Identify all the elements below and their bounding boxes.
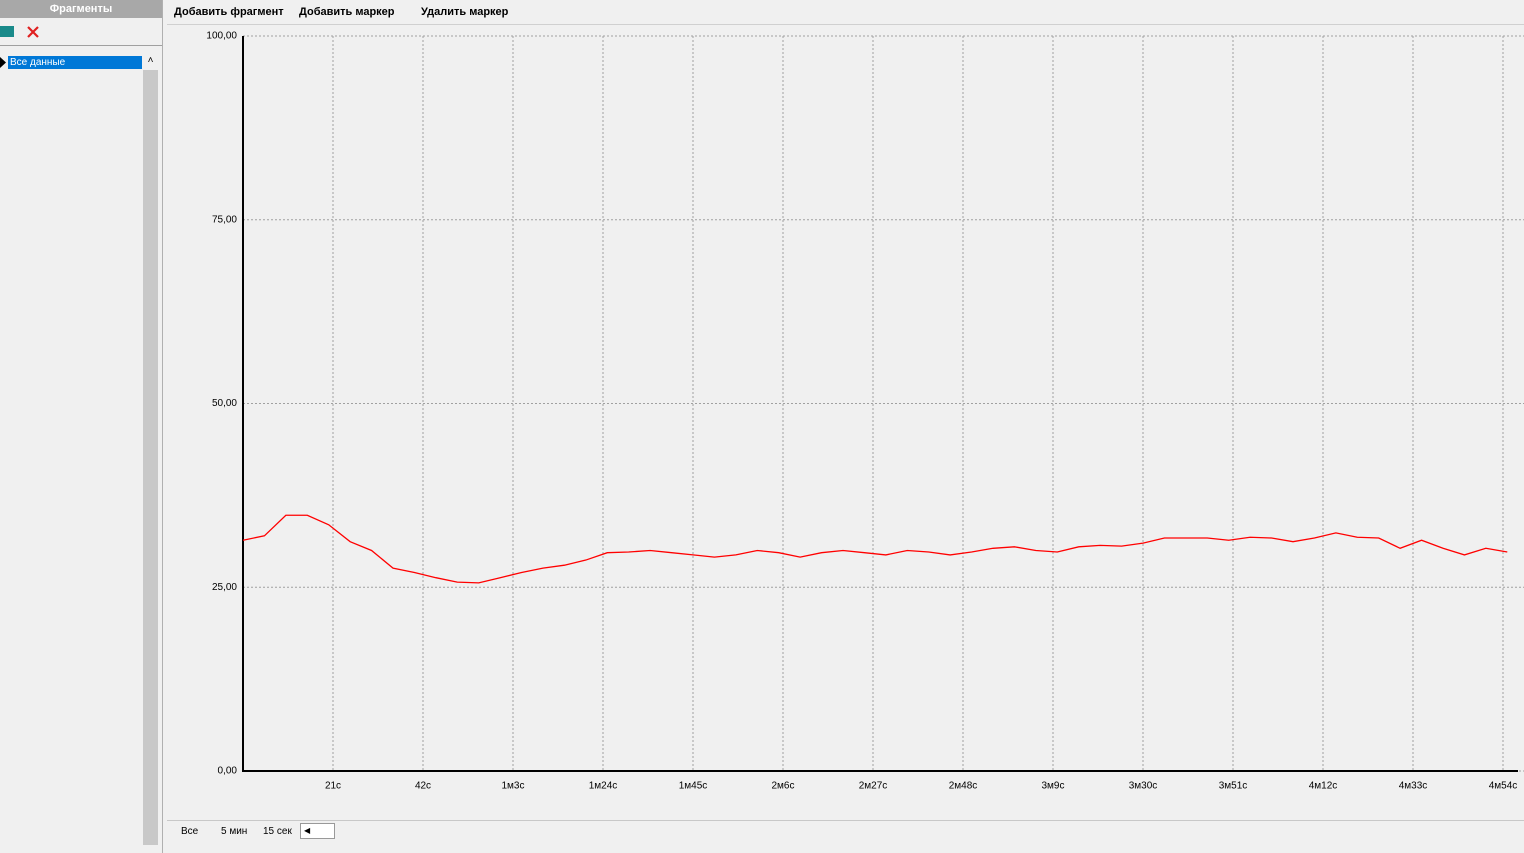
y-tick-label: 50,00 — [212, 398, 237, 409]
rename-icon[interactable] — [0, 26, 14, 37]
y-tick-label: 25,00 — [212, 582, 237, 593]
scrollbar[interactable] — [143, 55, 158, 845]
data-line — [242, 514, 1508, 584]
sidebar: Фрагменты Все данные ˄ — [0, 0, 163, 853]
x-tick-label: 3м51с — [1219, 781, 1248, 792]
y-tick-label: 0,00 — [218, 766, 238, 777]
chart: 0,00 25,00 50,00 75,00 100,00 21с 42с 1м3с 1м24с… — [206, 31, 1524, 792]
y-tick-label: 75,00 — [212, 214, 237, 225]
x-tick-label: 42с — [415, 781, 431, 792]
x-tick-label: 1м45с — [679, 781, 708, 792]
item-marker — [0, 57, 6, 68]
x-tick-label: 1м24с — [589, 781, 618, 792]
x-tick-label: 4м12с — [1309, 781, 1338, 792]
range-button[interactable]: 15 сек — [263, 826, 292, 837]
range-button[interactable]: Все — [181, 826, 199, 837]
separator — [167, 24, 1524, 25]
x-tick-label: 3м30с — [1129, 781, 1158, 792]
menu-item[interactable]: Удалить маркер — [421, 6, 509, 18]
x-tick-label: 3м9с — [1042, 781, 1065, 792]
panel-title: Фрагменты — [0, 0, 162, 18]
menu-item[interactable]: Добавить фрагмент — [174, 6, 284, 18]
y-tick-label: 100,00 — [206, 31, 237, 42]
x-tick-label: 21с — [325, 781, 341, 792]
panel-toolbar — [0, 18, 162, 46]
footer — [167, 820, 1524, 845]
range-button[interactable]: 5 мин — [221, 826, 248, 837]
scroll-up[interactable]: ˄ — [143, 55, 158, 70]
x-tick-label: 2м6с — [772, 781, 795, 792]
x-tick-label: 2м27с — [859, 781, 888, 792]
x-tick-label: 1м3с — [502, 781, 525, 792]
tool-icons — [0, 26, 39, 38]
x-tick-label: 2м48с — [949, 781, 978, 792]
menu-item[interactable]: Добавить маркер — [299, 6, 395, 18]
list-item[interactable]: Все данные — [8, 56, 142, 69]
x-tick-label: 4м33с — [1399, 781, 1428, 792]
scroll-control[interactable]: ◀ — [300, 823, 335, 839]
x-tick-label: 4м54с — [1489, 781, 1518, 792]
delete-icon[interactable] — [27, 26, 39, 38]
